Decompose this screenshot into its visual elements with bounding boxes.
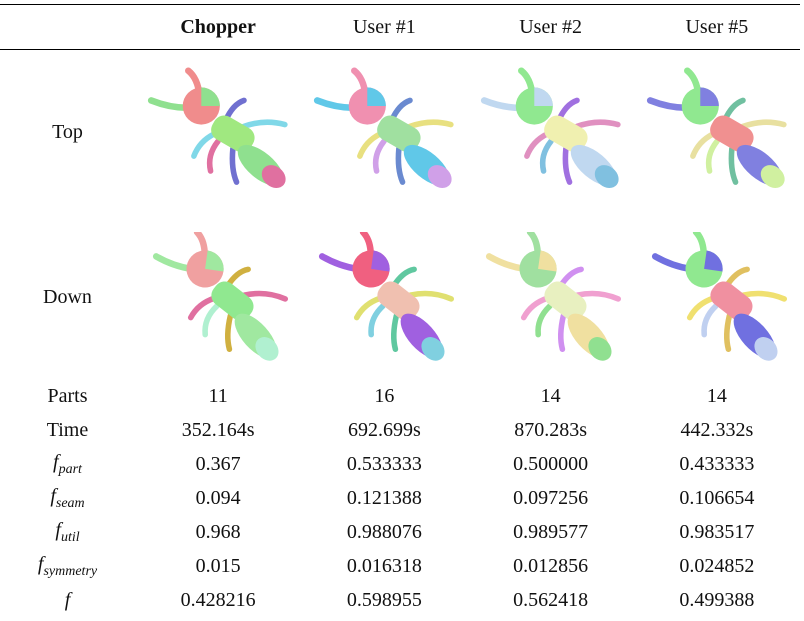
column-header: User #1 <box>352 15 416 38</box>
symbol: f <box>55 519 61 541</box>
symbol: f <box>50 485 56 507</box>
mesh-cell <box>135 50 301 215</box>
subscript: symmetry <box>43 564 98 579</box>
mesh-cell <box>634 50 800 215</box>
value-cell: 352.164s <box>181 419 255 441</box>
ant-mesh <box>317 70 457 194</box>
image-row: Top <box>0 50 800 215</box>
row-label: fsymmetry <box>0 550 135 584</box>
data-row: fpart 0.367 0.533333 0.500000 0.433333 <box>0 448 800 482</box>
data-row: Time 352.164s 692.699s 870.283s 442.332s <box>0 414 800 448</box>
value-cell: 0.983517 <box>679 521 755 543</box>
mesh-cell <box>634 215 800 380</box>
row-label: fseam <box>0 482 135 516</box>
value-cell: 0.598955 <box>346 589 422 611</box>
mesh-cell <box>301 50 467 215</box>
row-label: Down <box>43 285 92 308</box>
value-cell: 0.433333 <box>679 453 755 475</box>
ant-mesh <box>309 232 460 362</box>
column-header: User #2 <box>519 15 582 38</box>
value-cell: 0.562418 <box>513 589 589 611</box>
symbol: f <box>53 451 59 473</box>
value-cell: 870.283s <box>514 419 588 441</box>
data-row: f 0.428216 0.598955 0.562418 0.499388 <box>0 584 800 618</box>
ant-mesh <box>475 232 626 362</box>
data-row: futil 0.968 0.988076 0.989577 0.983517 <box>0 516 800 550</box>
ant-mesh <box>151 70 291 194</box>
value-cell: 0.367 <box>195 453 241 475</box>
row-label: futil <box>0 516 135 550</box>
ant-mesh <box>642 232 792 362</box>
ant-mesh <box>650 70 790 194</box>
value-cell: 0.500000 <box>513 453 589 475</box>
data-row: fseam 0.094 0.121388 0.097256 0.106654 <box>0 482 800 516</box>
mesh-cell <box>468 215 634 380</box>
value-cell: 0.097256 <box>513 487 589 509</box>
corner <box>0 5 135 50</box>
table-body: Top Down Parts 11 16 14 14 Time 352.164s 692.699s… <box>0 50 800 618</box>
value-cell: 0.016318 <box>346 555 422 577</box>
image-row: Down <box>0 215 800 380</box>
mesh-cell <box>301 215 467 380</box>
value-cell: 14 <box>540 385 561 407</box>
value-cell: 11 <box>208 385 228 407</box>
subscript: util <box>60 530 80 545</box>
value-cell: 0.499388 <box>679 589 755 611</box>
value-cell: 0.094 <box>195 487 241 509</box>
row-label: Top <box>52 120 83 143</box>
value-cell: 692.699s <box>347 419 421 441</box>
ant-mesh <box>483 70 624 194</box>
value-cell: 14 <box>706 385 727 407</box>
value-cell: 0.968 <box>195 521 241 543</box>
value-cell: 16 <box>374 385 395 407</box>
results-table: Chopper User #1 User #2 User #5 Top Down Part… <box>0 4 800 618</box>
row-label: f <box>64 589 71 611</box>
data-row: Parts 11 16 14 14 <box>0 380 800 414</box>
value-cell: 442.332s <box>680 419 754 441</box>
value-cell: 0.015 <box>195 555 241 577</box>
value-cell: 0.121388 <box>346 487 422 509</box>
row-label: Time <box>46 419 89 441</box>
subscript: seam <box>55 496 85 511</box>
row-label: Parts <box>47 385 88 407</box>
value-cell: 0.989577 <box>513 521 589 543</box>
column-header: User #5 <box>685 15 749 38</box>
value-cell: 0.012856 <box>513 555 589 577</box>
ant-mesh <box>143 232 294 362</box>
value-cell: 0.106654 <box>679 487 755 509</box>
mesh-cell <box>468 50 634 215</box>
mesh-cell <box>135 215 301 380</box>
header-row: Chopper User #1 User #2 User #5 <box>0 4 800 50</box>
value-cell: 0.024852 <box>679 555 755 577</box>
subscript: part <box>58 462 82 477</box>
value-cell: 0.428216 <box>180 589 256 611</box>
column-header: Chopper <box>180 15 256 38</box>
row-label: fpart <box>0 448 135 482</box>
value-cell: 0.988076 <box>346 521 422 543</box>
value-cell: 0.533333 <box>346 453 422 475</box>
data-row: fsymmetry 0.015 0.016318 0.012856 0.024852 <box>0 550 800 584</box>
symbol: f <box>37 553 44 575</box>
